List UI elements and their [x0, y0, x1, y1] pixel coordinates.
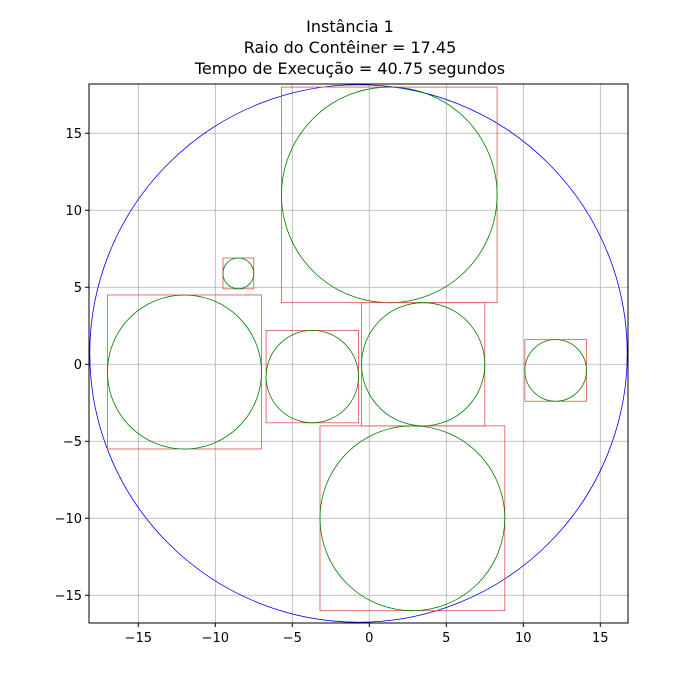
- chart-title-line-3: Tempo de Execução = 40.75 segundos: [194, 59, 506, 78]
- x-tick-label: 15: [592, 631, 609, 646]
- shape-layer: [89, 84, 628, 623]
- packed-circle: [281, 86, 498, 304]
- packed-circle: [107, 294, 262, 450]
- tick-layer: −15 −10 −5 0 5 10 15 −15 −10 −5 0 5 10 15: [55, 127, 609, 646]
- x-tick-label: 10: [515, 631, 532, 646]
- y-tick-label: 15: [65, 127, 82, 142]
- packed-circle: [265, 329, 359, 424]
- packed-circle: [524, 339, 587, 402]
- bounding-box: [107, 294, 262, 450]
- packed-circle: [319, 425, 506, 612]
- plot-frame: [88, 83, 629, 624]
- bounding-box: [265, 329, 359, 424]
- x-tick-label: −10: [202, 631, 229, 646]
- packed-circle: [222, 257, 255, 290]
- x-tick-label: 0: [365, 631, 373, 646]
- y-tick-label: 5: [74, 281, 82, 296]
- y-tick-label: 10: [65, 204, 82, 219]
- grid-layer: [89, 84, 628, 623]
- container-circle: [89, 84, 628, 623]
- y-tick-label: −15: [55, 589, 82, 604]
- y-tick-label: 0: [74, 358, 82, 373]
- x-tick-label: −5: [283, 631, 302, 646]
- chart-title-line-2: Raio do Contêiner = 17.45: [243, 38, 457, 57]
- chart-title-line-1: Instância 1: [306, 17, 394, 36]
- x-tick-label: 5: [442, 631, 450, 646]
- bounding-box: [281, 86, 498, 304]
- y-tick-label: −5: [63, 435, 82, 450]
- y-tick-label: −10: [55, 512, 82, 527]
- x-tick-label: −15: [125, 631, 152, 646]
